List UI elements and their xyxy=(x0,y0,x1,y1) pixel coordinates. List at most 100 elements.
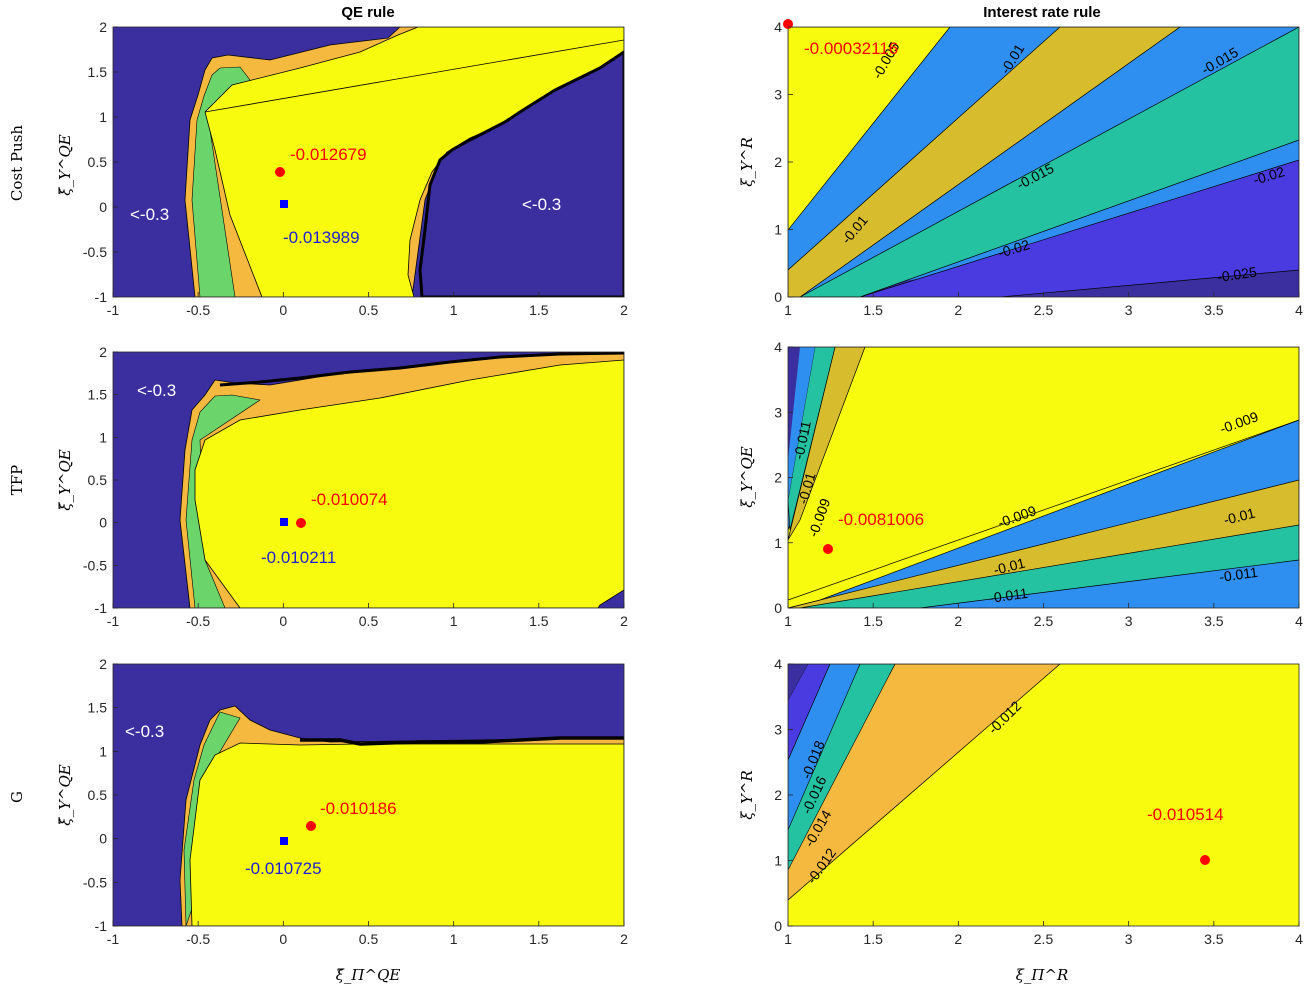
x-tick-label: 1 xyxy=(450,613,458,629)
x-tick-label: 1 xyxy=(450,302,458,318)
baseline-marker xyxy=(280,518,288,526)
baseline-marker xyxy=(280,837,288,845)
optimum-label: -0.010514 xyxy=(1147,805,1224,824)
x-tick-label: 0.5 xyxy=(359,613,379,629)
y-tick-label: 3 xyxy=(774,404,782,420)
annotation-left: <-0.3 xyxy=(130,205,169,224)
x-tick-label: 1.5 xyxy=(529,613,549,629)
ylabel: ξ̃_Y^QE xyxy=(56,134,74,196)
x-tick-label: 3 xyxy=(1125,613,1133,629)
x-tick-label: 1.5 xyxy=(529,931,549,947)
x-tick-label: 1.5 xyxy=(863,931,883,947)
x-tick-label: -0.5 xyxy=(186,613,210,629)
panel-g-qe: <-0.3 -0.010186 -0.010725 -1 -0.5 0 0.5 1 1.5… xyxy=(56,656,628,984)
x-tick-label: 0 xyxy=(279,302,287,318)
contour-label: -0.011 xyxy=(790,419,814,460)
y-tick-label: 0 xyxy=(99,515,107,531)
x-tick-label: 3 xyxy=(1125,302,1133,318)
x-tick-label: 2.5 xyxy=(1034,302,1054,318)
region-olive xyxy=(788,479,1299,608)
region-yellow xyxy=(194,359,624,608)
xlabel: ξ̃_Π^QE xyxy=(336,966,401,984)
region-olive xyxy=(788,27,1181,297)
y-tick-label: 1 xyxy=(99,743,107,759)
ylabel: ξ_Y^QE xyxy=(738,446,756,508)
ylabel: ξ_Y^R xyxy=(738,770,756,820)
region-yellow xyxy=(788,27,951,231)
baseline-marker xyxy=(280,200,288,208)
y-tick-label: 2 xyxy=(99,344,107,360)
panel-tfp-qe: <-0.3 -0.010074 -0.010211 -1 -0.5 0 0.5 1 1.5… xyxy=(56,344,628,629)
optimum-marker xyxy=(306,821,316,831)
y-tick-label: 1 xyxy=(99,429,107,445)
contour-label: -0.01 xyxy=(1222,505,1257,528)
col-title-r: Interest rate rule xyxy=(983,4,1101,21)
contour-line xyxy=(204,39,624,113)
x-tick-label: 4 xyxy=(1295,931,1303,947)
region-blue xyxy=(859,159,1299,297)
y-tick-label: 1 xyxy=(774,853,782,869)
x-tick-label: 2.5 xyxy=(1034,931,1054,947)
baseline-label: -0.013989 xyxy=(283,228,360,247)
x-tick-label: 0 xyxy=(279,613,287,629)
x-tick-label: 2 xyxy=(954,931,962,947)
contour-label: -0.011 xyxy=(1218,564,1259,585)
y-tick-label: -1 xyxy=(95,600,108,616)
region-deep-blue xyxy=(788,664,808,700)
y-tick-label: 1 xyxy=(774,222,782,238)
row-label-g: G xyxy=(8,791,26,803)
y-tick-label: 2 xyxy=(99,19,107,35)
contour-boundary xyxy=(300,736,624,746)
panel-cost-push-r: -0.005 -0.01 -0.015 -0.01 -0.015 -0.02 -… xyxy=(738,19,1303,318)
y-tick-label: 0.5 xyxy=(88,472,108,488)
x-tick-label: -1 xyxy=(107,613,120,629)
x-tick-label: 2.5 xyxy=(1034,613,1054,629)
optimum-marker xyxy=(275,167,285,177)
baseline-label: -0.010211 xyxy=(261,548,336,567)
x-tick-label: 0.5 xyxy=(359,302,379,318)
x-tick-label: 0 xyxy=(279,931,287,947)
x-tick-label: -1 xyxy=(107,931,120,947)
x-tick-label: 1.5 xyxy=(529,302,549,318)
y-tick-label: -0.5 xyxy=(83,244,107,260)
y-tick-label: 2 xyxy=(774,470,782,486)
optimum-label: -0.00032116 xyxy=(804,39,898,58)
x-tick-label: 1 xyxy=(784,931,792,947)
x-tick-label: 3.5 xyxy=(1204,302,1224,318)
y-tick-label: 1.5 xyxy=(88,700,108,716)
y-tick-label: 1.5 xyxy=(88,64,108,80)
y-tick-label: 0 xyxy=(99,199,107,215)
contour-line xyxy=(788,419,1299,601)
ylabel: ξ̃_Y^QE xyxy=(56,764,74,826)
contour-label: -0.01 xyxy=(992,555,1027,578)
optimum-marker xyxy=(823,544,833,554)
x-tick-label: 3.5 xyxy=(1204,613,1224,629)
y-tick-label: 0 xyxy=(774,289,782,305)
x-tick-label: 1.5 xyxy=(863,613,883,629)
y-tick-label: 1.5 xyxy=(88,387,108,403)
y-tick-label: 2 xyxy=(99,656,107,672)
x-tick-label: 1 xyxy=(784,613,792,629)
y-tick-label: -0.5 xyxy=(83,874,107,890)
y-tick-label: 3 xyxy=(774,87,782,103)
y-tick-label: 4 xyxy=(774,656,782,672)
x-tick-label: -0.5 xyxy=(186,302,210,318)
panel-cost-push-qe: <-0.3 <-0.3 -0.012679 -0.013989 -1 -0.5 0 0… xyxy=(56,19,628,318)
y-tick-label: 0 xyxy=(774,600,782,616)
y-tick-label: 3 xyxy=(774,722,782,738)
y-tick-label: 0 xyxy=(99,831,107,847)
x-tick-label: 3.5 xyxy=(1204,931,1224,947)
y-tick-label: 1 xyxy=(774,535,782,551)
x-tick-label: 2 xyxy=(620,613,628,629)
y-tick-label: 2 xyxy=(774,154,782,170)
ylabel: ξ_Y^R xyxy=(738,137,756,187)
optimum-marker xyxy=(783,19,793,29)
region-yellow xyxy=(788,347,1299,608)
ylabel: ξ̃_Y^QE xyxy=(56,449,74,511)
region-right-below-threshold xyxy=(418,50,624,297)
y-tick-label: -0.5 xyxy=(83,557,107,573)
region-teal xyxy=(799,27,1299,297)
x-tick-label: 2 xyxy=(620,931,628,947)
region-light-blue-left xyxy=(788,347,815,500)
x-tick-label: 2 xyxy=(620,302,628,318)
